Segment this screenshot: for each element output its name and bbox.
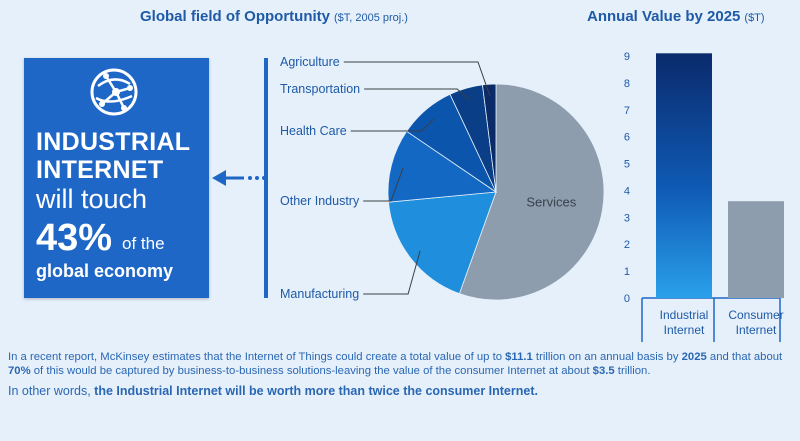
y-tick-label: 3	[624, 212, 630, 224]
arrow-dot	[248, 176, 252, 180]
badge-line-industrial: INDUSTRIAL	[36, 128, 191, 156]
pie-label-agriculture: Agriculture	[280, 55, 340, 69]
badge-percent: 43%	[36, 217, 113, 259]
footer-p1-run: $11.1	[505, 351, 533, 363]
arrow-left-icon	[212, 170, 226, 186]
globe-network-icon	[90, 68, 138, 116]
footer-text: In a recent report, McKinsey estimates t…	[8, 350, 794, 404]
bar-category-label: Internet	[736, 323, 777, 337]
footer-p2-prefix: In other words,	[8, 384, 95, 398]
bar-chart: 0123456789IndustrialInternetConsumerInte…	[624, 51, 784, 342]
pie-label-other-industry: Other Industry	[280, 194, 360, 208]
footer-p1-run: of this would be captured by business-to…	[30, 365, 593, 377]
y-tick-label: 1	[624, 266, 630, 278]
footer-paragraph-2: In other words, the Industrial Internet …	[8, 384, 794, 398]
leader-line-manufacturing	[363, 250, 421, 295]
pie-title-unit: ($T, 2005 proj.)	[333, 12, 408, 24]
bar-category-label: Consumer	[728, 308, 783, 322]
charts-canvas: Services Manufacturing Other Industry Healt…	[212, 51, 784, 342]
y-tick-label: 5	[624, 159, 630, 171]
y-tick-label: 9	[624, 51, 630, 63]
leader-line-health-care	[350, 118, 435, 132]
footer-p1-run: $3.5	[592, 365, 615, 377]
bar-category-label: Internet	[664, 323, 705, 337]
arrow-dot	[255, 176, 259, 180]
badge-line-will-touch: will touch	[36, 184, 148, 214]
pie-slice-agriculture	[482, 83, 497, 193]
footer-p1-run: trillion.	[614, 365, 651, 377]
industrial-internet-badge: INDUSTRIAL INTERNET will touch 43% of th…	[24, 58, 209, 298]
pie-chart-title: Global field of Opportunity ($T, 2005 pro…	[140, 8, 408, 25]
bar-title-unit: ($T)	[744, 12, 765, 24]
footer-p1-run: In a recent report, McKinsey estimates t…	[8, 351, 506, 363]
pie-slice-manufacturing	[388, 191, 497, 295]
y-tick-label: 6	[624, 132, 630, 144]
y-tick-label: 0	[624, 293, 630, 305]
y-tick-label: 2	[624, 239, 630, 251]
leader-line-other-industry	[363, 167, 404, 202]
pie-label-services: Services	[526, 195, 576, 210]
pie-divider-bar	[264, 58, 268, 298]
pie-label-health-care: Health Care	[280, 124, 347, 138]
pie-chart: Services Manufacturing Other Industry Healt…	[212, 55, 605, 301]
bar-consumer-internet	[728, 201, 784, 298]
pie-slice-services	[458, 83, 605, 301]
badge-of-the: of the	[122, 234, 165, 253]
pie-title-text: Global field of Opportunity	[140, 8, 330, 25]
footer-p1-run: 2025	[681, 351, 707, 363]
pie-label-transportation: Transportation	[280, 82, 360, 96]
bar-chart-title: Annual Value by 2025 ($T)	[587, 8, 765, 25]
footer-paragraph-1: In a recent report, McKinsey estimates t…	[8, 350, 794, 378]
bar-category-label: Industrial	[660, 308, 709, 322]
footer-p1-run: and that about	[706, 351, 783, 363]
footer-p1-run: 70%	[8, 365, 31, 377]
bar-title-text: Annual Value by 2025	[587, 8, 741, 25]
footer-p1-run: trillion on an annual basis by	[532, 351, 682, 363]
footer-p2-bold: the Industrial Internet will be worth mo…	[94, 384, 538, 398]
badge-line-internet: INTERNET	[36, 156, 164, 184]
leader-line-agriculture	[343, 61, 491, 97]
y-tick-label: 7	[624, 105, 630, 117]
bar-industrial-internet	[656, 53, 712, 298]
y-tick-label: 4	[624, 185, 630, 197]
badge-line-global-economy: global economy	[36, 261, 174, 281]
leader-line-transportation	[364, 88, 470, 101]
y-tick-label: 8	[624, 78, 630, 90]
pie-label-manufacturing: Manufacturing	[280, 287, 359, 301]
